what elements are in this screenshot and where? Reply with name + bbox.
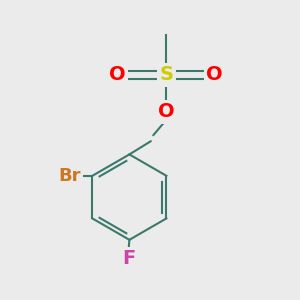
Text: S: S (159, 65, 173, 84)
Text: O: O (109, 65, 126, 84)
Text: Br: Br (58, 167, 81, 185)
Text: O: O (158, 102, 175, 121)
Text: F: F (122, 249, 135, 268)
Text: O: O (206, 65, 223, 84)
